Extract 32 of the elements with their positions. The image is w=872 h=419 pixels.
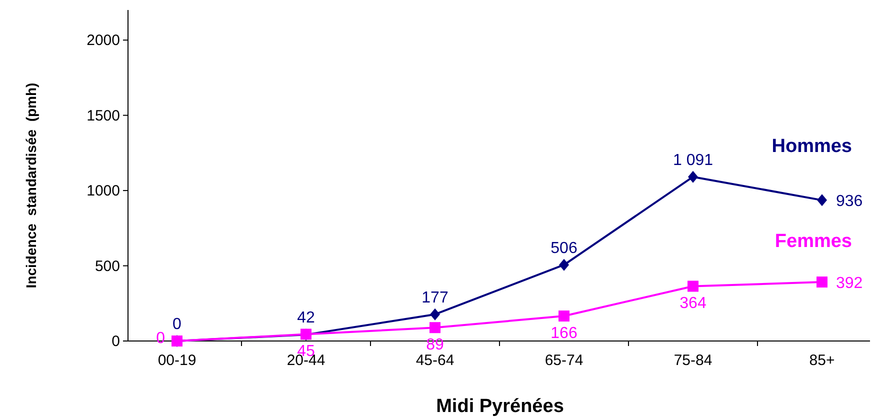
data-label: 89 bbox=[426, 336, 444, 354]
data-label: 506 bbox=[550, 240, 578, 257]
data-label: 392 bbox=[836, 275, 863, 292]
point bbox=[817, 194, 827, 206]
data-label: 1 091 bbox=[672, 152, 714, 169]
data-label: 0 bbox=[172, 316, 182, 333]
data-label: 364 bbox=[680, 295, 706, 312]
y-tick-label: 2000 bbox=[86, 32, 120, 50]
point bbox=[559, 258, 569, 271]
point bbox=[688, 170, 698, 183]
point bbox=[430, 322, 440, 334]
point bbox=[558, 310, 570, 322]
x-tick-label: 85+ bbox=[809, 352, 835, 369]
data-label: 936 bbox=[836, 193, 863, 210]
point bbox=[688, 280, 698, 292]
series-label: Hommes bbox=[772, 136, 852, 158]
x-tick-label: 45-64 bbox=[416, 352, 454, 369]
point bbox=[430, 308, 440, 320]
data-label: 166 bbox=[550, 325, 578, 342]
y-tick-label: 1000 bbox=[86, 182, 120, 200]
series-label: Femmes bbox=[774, 231, 852, 252]
data-label: 42 bbox=[297, 310, 315, 327]
x-axis-title: Midi Pyrénées bbox=[436, 396, 564, 417]
y-tick-label: 500 bbox=[94, 258, 120, 275]
x-tick-label: 00-19 bbox=[158, 352, 196, 369]
y-tick-label: 0 bbox=[112, 333, 120, 350]
data-label: 177 bbox=[422, 289, 448, 306]
y-tick-label: 1500 bbox=[86, 107, 120, 124]
x-tick-label: 65-74 bbox=[544, 352, 584, 369]
y-axis-title: Incidence standardisée (pmh) bbox=[23, 82, 39, 288]
x-tick-label: 75-84 bbox=[674, 352, 712, 369]
point bbox=[816, 276, 828, 288]
